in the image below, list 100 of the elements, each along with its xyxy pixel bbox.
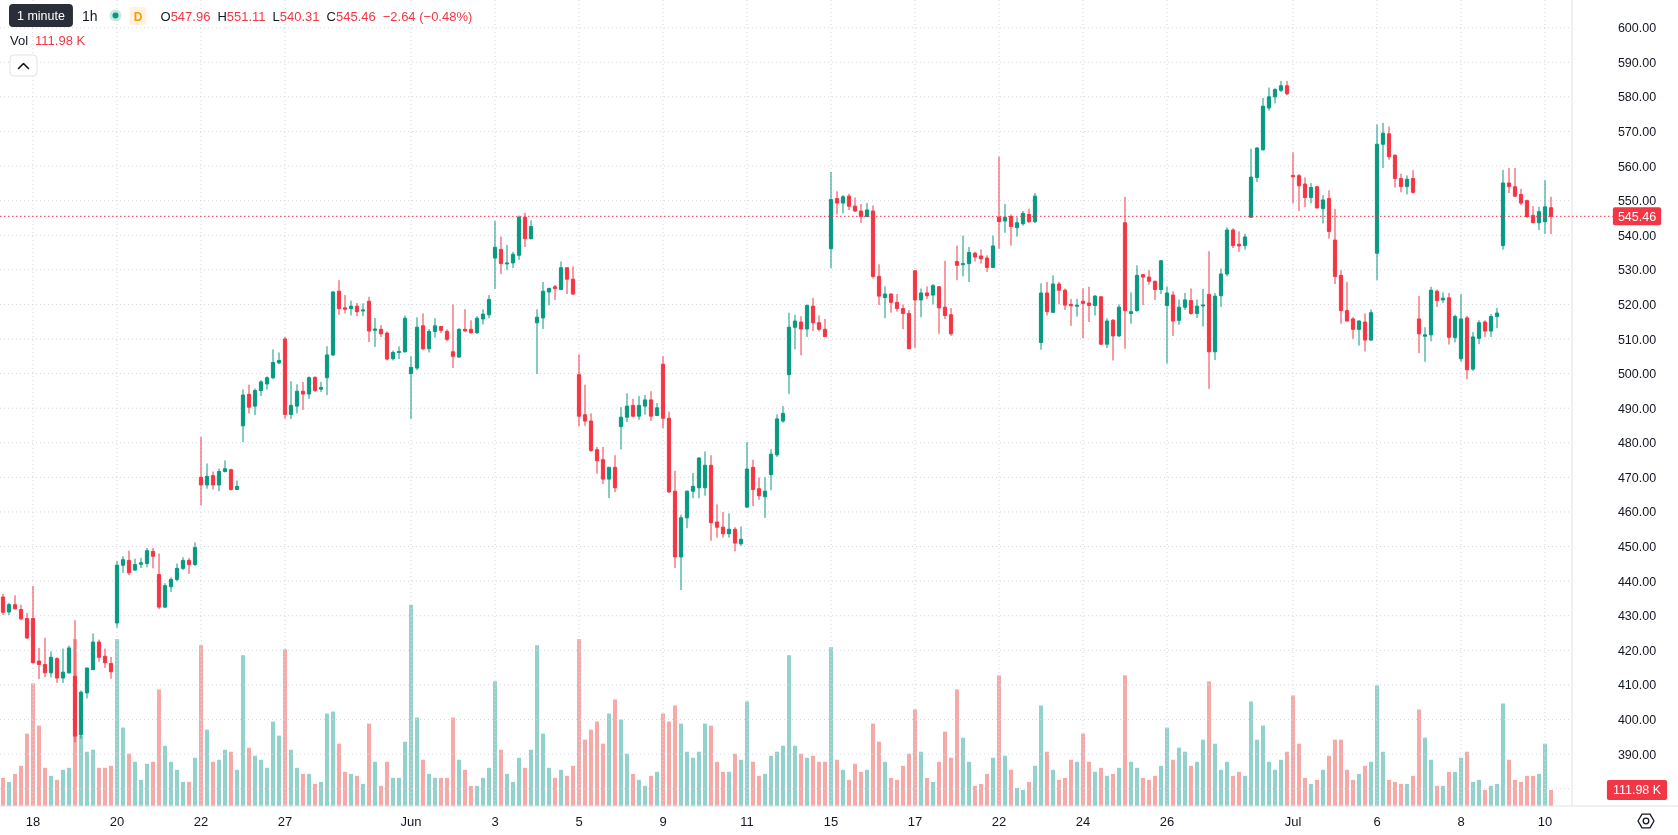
candlestick: [894, 293, 900, 313]
bar: [1063, 777, 1067, 806]
candlestick: [1170, 290, 1176, 337]
candlestick: [654, 402, 660, 417]
bar: [1201, 739, 1205, 806]
candlestick: [1362, 312, 1368, 352]
bar: [721, 771, 725, 806]
bar: [439, 777, 443, 806]
candlestick: [804, 303, 810, 338]
candlestick: [960, 235, 966, 277]
bar: [1135, 767, 1139, 806]
candlestick: [618, 406, 624, 450]
bar: [1195, 761, 1199, 806]
candlestick: [930, 283, 936, 305]
bar: [181, 781, 185, 806]
bar: [271, 721, 275, 806]
candlestick: [1044, 281, 1050, 316]
candlestick: [1182, 292, 1188, 311]
candlestick: [672, 470, 678, 569]
candlestick: [702, 450, 708, 497]
candlestick: [102, 648, 108, 669]
bar: [925, 777, 929, 806]
bar: [625, 753, 629, 806]
candlestick: [468, 319, 474, 335]
bar: [901, 765, 905, 806]
candlestick: [390, 349, 396, 361]
candlestick: [1446, 292, 1452, 346]
bar: [1141, 777, 1145, 806]
bar: [253, 755, 257, 806]
bar: [571, 765, 575, 806]
candlestick: [1434, 289, 1440, 308]
ref-line-label: 545.46: [1617, 209, 1657, 224]
candlestick: [0, 593, 6, 616]
candlestick: [1302, 176, 1308, 208]
bar: [757, 775, 761, 806]
candlestick: [1224, 226, 1230, 277]
candlestick: [864, 202, 870, 218]
candlestick: [1494, 307, 1500, 329]
bar: [799, 753, 803, 806]
candlestick: [1338, 269, 1344, 325]
candlestick: [1206, 250, 1212, 390]
candlestick: [114, 560, 120, 629]
y-tick-label: 570.00: [1617, 124, 1657, 139]
bar: [1069, 759, 1073, 806]
bar: [1009, 769, 1013, 806]
candlestick: [816, 314, 822, 332]
candlestick: [24, 612, 30, 640]
candlestick: [1002, 203, 1008, 234]
candlestick: [720, 511, 726, 539]
bar: [37, 725, 41, 806]
x-tick-label: 27: [277, 814, 293, 829]
bar: [955, 689, 959, 806]
text: 111.98 K: [1612, 783, 1662, 798]
bar: [985, 773, 989, 806]
bar: [1231, 775, 1235, 806]
candlestick: [840, 194, 846, 214]
x-tick-label: 22: [991, 814, 1007, 829]
bar: [685, 751, 689, 806]
candlestick: [1422, 326, 1428, 363]
candlestick: [600, 446, 606, 485]
candlestick: [696, 456, 702, 499]
candlestick: [462, 308, 468, 332]
bar: [235, 769, 239, 806]
candlestick: [1152, 280, 1158, 301]
candlestick: [786, 312, 792, 395]
bar: [1417, 709, 1421, 806]
bar: [1111, 773, 1115, 806]
candlestick: [270, 348, 276, 380]
y-tick-label: 450.00: [1617, 540, 1657, 555]
bar: [277, 735, 281, 806]
bar: [961, 737, 965, 806]
annotation: D: [133, 9, 143, 24]
candlestick: [918, 288, 924, 318]
bar: [991, 757, 995, 806]
candlestick: [1200, 288, 1206, 328]
x-tick-label: 18: [25, 814, 41, 829]
bar: [1285, 751, 1289, 806]
candlestick: [1176, 299, 1182, 326]
bar: [1321, 769, 1325, 806]
candlestick: [396, 345, 402, 360]
bar: [1051, 769, 1055, 806]
candlestick: [1374, 124, 1380, 281]
y-tick-label: 400.00: [1617, 713, 1657, 728]
bar: [61, 769, 65, 806]
bar: [883, 761, 887, 806]
bar: [1339, 739, 1343, 806]
bar: [1513, 779, 1517, 806]
bar: [1507, 759, 1511, 806]
candlestick: [192, 541, 198, 567]
bar: [1105, 775, 1109, 806]
candlestick: [234, 479, 240, 491]
candlestick: [1458, 293, 1464, 363]
y-tick-label: 490.00: [1617, 401, 1657, 416]
candlestick: [1440, 291, 1446, 304]
bar: [1243, 775, 1247, 806]
bar: [1423, 737, 1427, 806]
y-tick-label: 440.00: [1617, 574, 1657, 589]
bar: [289, 749, 293, 806]
bar: [379, 785, 383, 806]
candlestick: [1506, 167, 1512, 194]
